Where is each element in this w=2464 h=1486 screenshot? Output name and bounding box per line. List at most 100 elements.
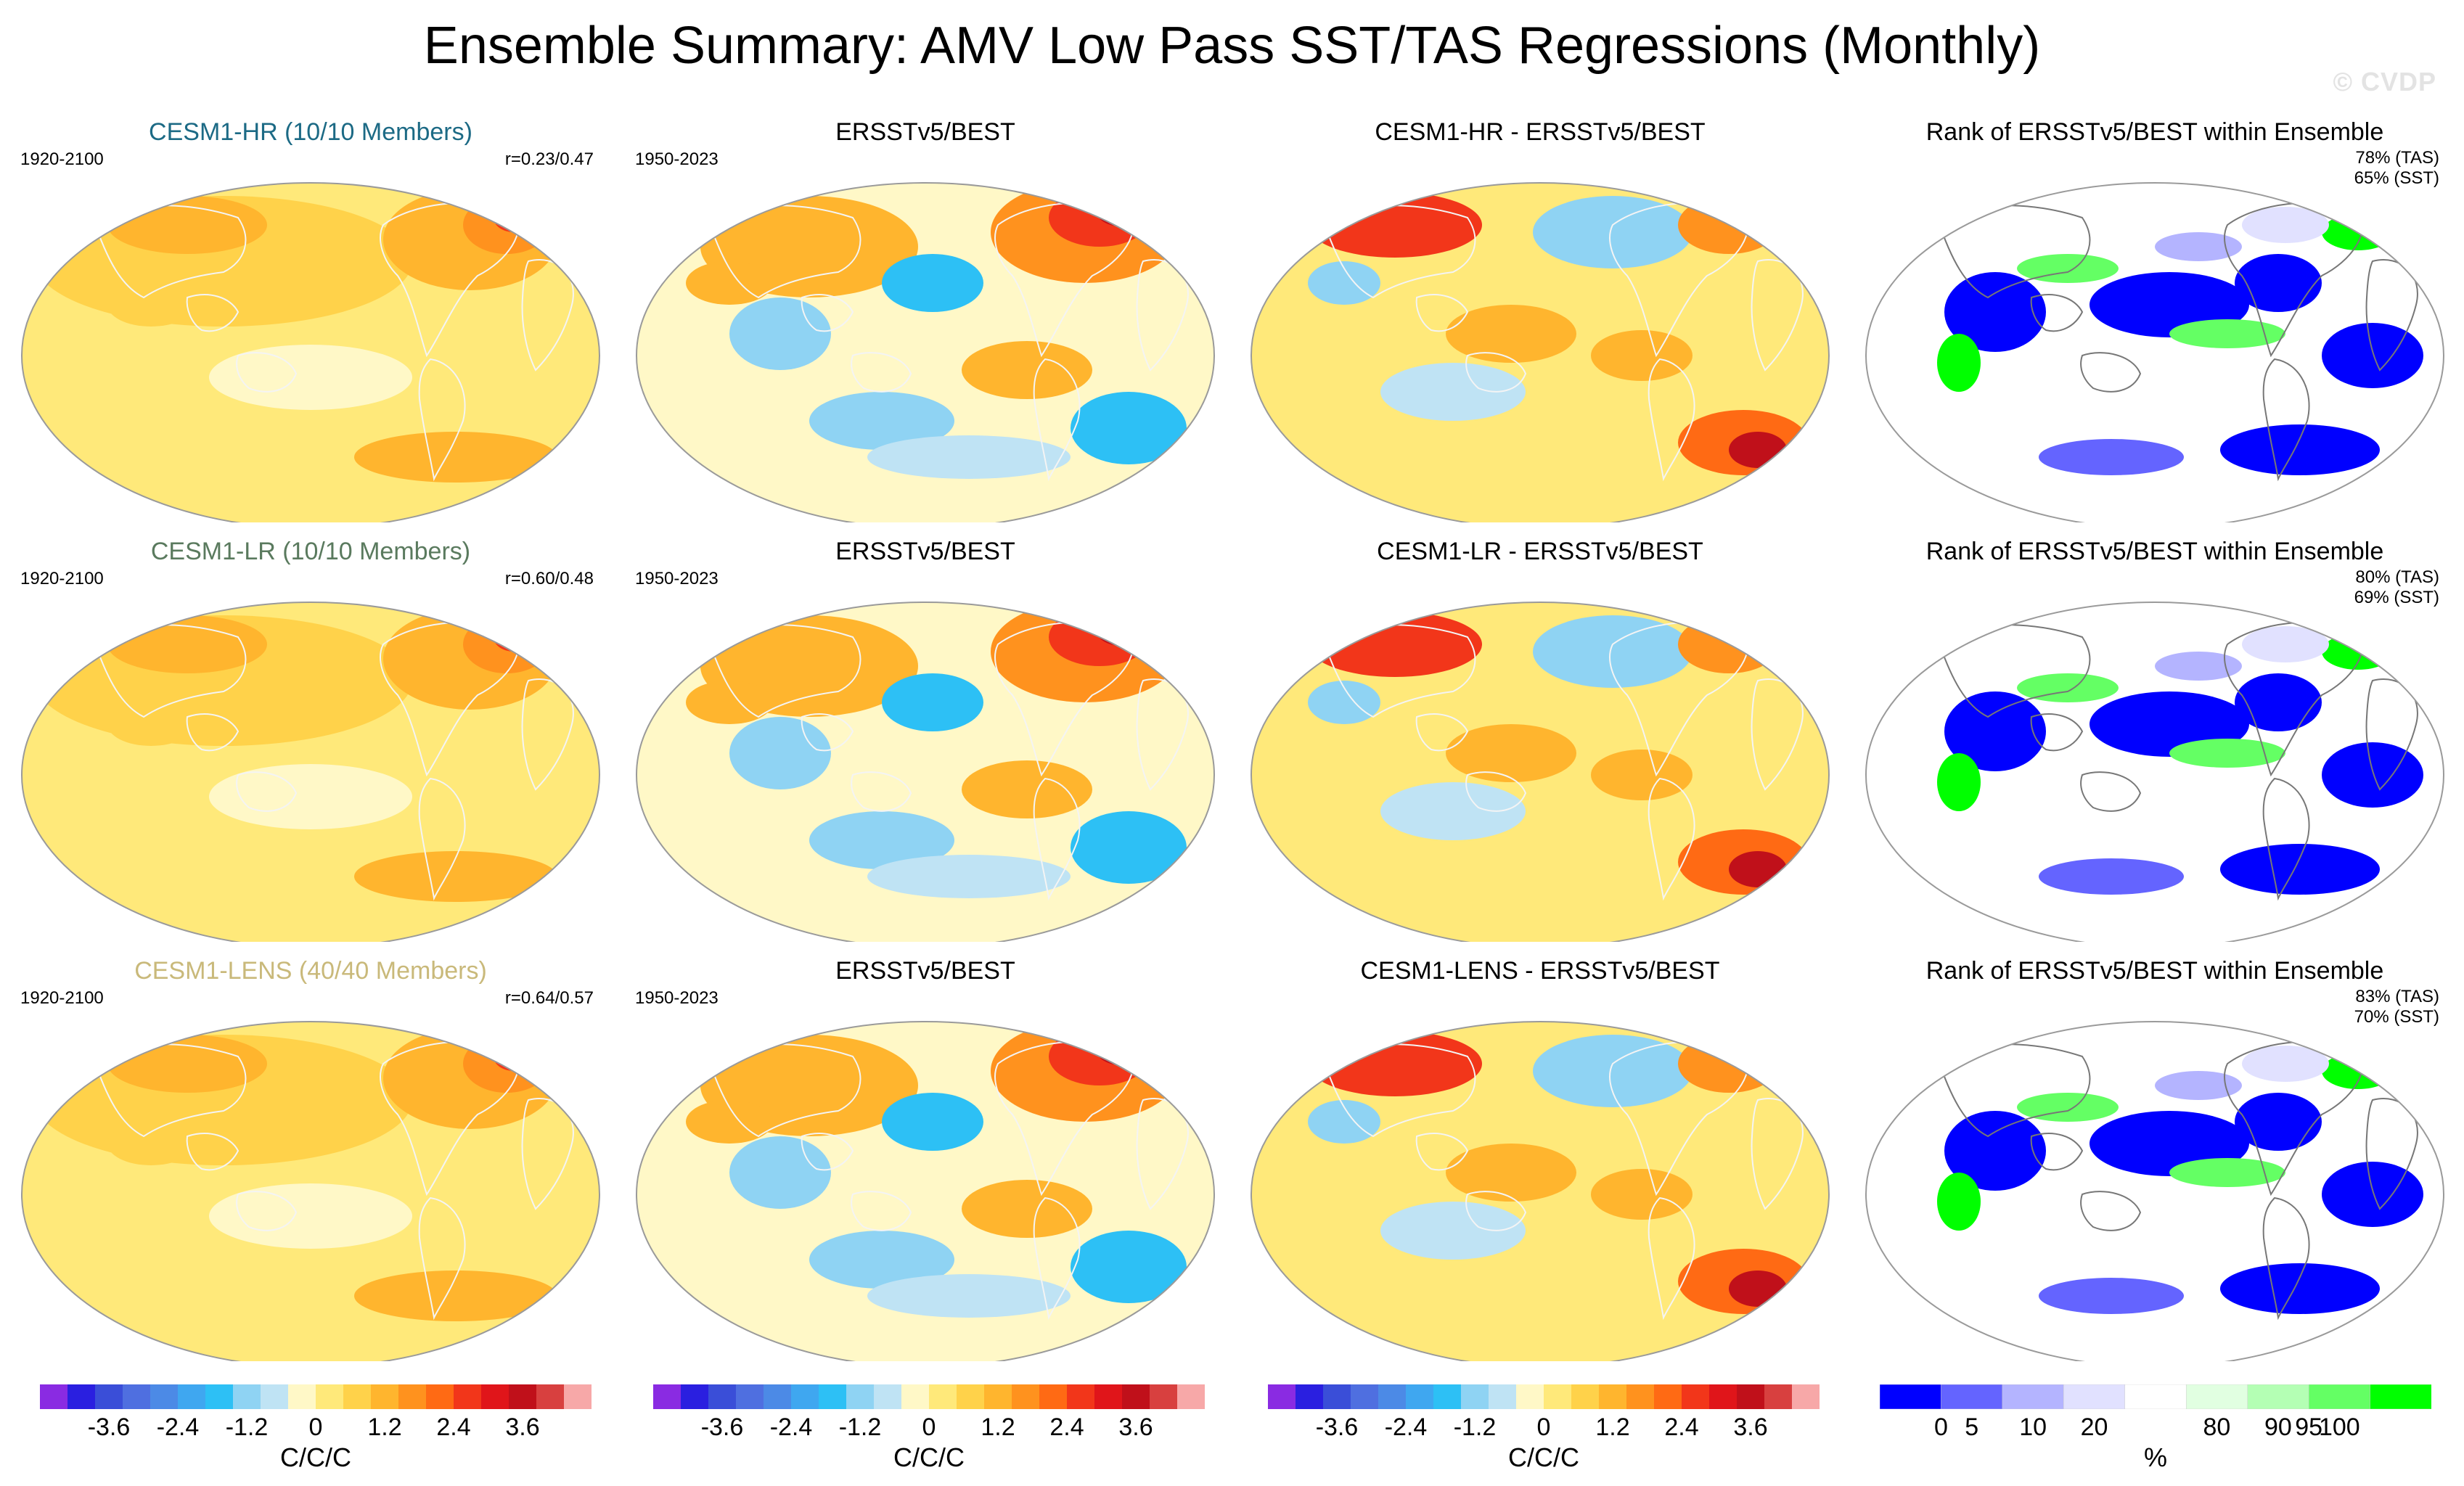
panel-diff-row2: CESM1-LR - ERSSTv5/BEST bbox=[1235, 535, 1845, 942]
colorbar-swatch bbox=[2124, 1384, 2187, 1410]
panel-diff-row1: CESM1-HR - ERSSTv5/BEST bbox=[1235, 116, 1845, 522]
colorbar-swatch bbox=[819, 1384, 847, 1409]
colorbar-swatch bbox=[481, 1384, 509, 1409]
panel-title: ERSSTv5/BEST bbox=[835, 957, 1015, 985]
world-map bbox=[21, 602, 600, 942]
world-map bbox=[636, 602, 1215, 942]
colorbar-tick-label: 90 bbox=[2264, 1413, 2292, 1441]
colorbar-swatch bbox=[233, 1384, 261, 1409]
colorbar-swatch bbox=[681, 1384, 709, 1409]
colorbar-tick-label: -1.2 bbox=[838, 1413, 882, 1441]
colorbar-tick-label: -2.4 bbox=[156, 1413, 200, 1441]
colorbar-swatch bbox=[454, 1384, 482, 1409]
colorbar-diff: -3.6 -2.4 -1.2 0 1.2 2.4 3.6 C/C/C bbox=[1268, 1384, 1820, 1472]
panel-title: Rank of ERSSTv5/BEST within Ensemble bbox=[1925, 118, 2384, 146]
colorbar-swatch bbox=[1150, 1384, 1178, 1409]
panel-model-row2: CESM1-LR (10/10 Members) 1920-2100 r=0.6… bbox=[6, 535, 615, 942]
rank-tas: 83% (TAS) bbox=[2355, 987, 2439, 1006]
colorbar-swatch bbox=[398, 1384, 427, 1409]
colorbar-swatch bbox=[1323, 1384, 1351, 1409]
colorbar-tick-label: 80 bbox=[2203, 1413, 2231, 1441]
rank-sst: 65% (SST) bbox=[2354, 168, 2439, 188]
map-boundary bbox=[1865, 602, 2444, 942]
colorbar-tick-label: 100 bbox=[2318, 1413, 2360, 1441]
world-map bbox=[1865, 182, 2444, 522]
colorbar-swatch bbox=[1682, 1384, 1710, 1409]
panel-title: ERSSTv5/BEST bbox=[835, 118, 1015, 146]
colorbar-tick-label: 1.2 bbox=[981, 1413, 1015, 1441]
colorbar-swatch bbox=[123, 1384, 151, 1409]
colorbar-swatch bbox=[1544, 1384, 1572, 1409]
colorbar-swatch bbox=[764, 1384, 792, 1409]
colorbar-tick-label: 2.4 bbox=[436, 1413, 471, 1441]
colorbar-tick-label: -2.4 bbox=[1384, 1413, 1428, 1441]
colorbar-swatch bbox=[1012, 1384, 1040, 1409]
colorbar-swatch bbox=[1489, 1384, 1517, 1409]
colorbar-swatch bbox=[2370, 1384, 2432, 1410]
colorbar-tick-label: 1.2 bbox=[1595, 1413, 1630, 1441]
colorbar-swatch bbox=[1067, 1384, 1095, 1409]
cvdp-watermark: © CVDP bbox=[2333, 67, 2436, 97]
colorbar-swatch bbox=[2308, 1384, 2371, 1410]
colorbar-tick-label: 0 bbox=[1536, 1413, 1551, 1441]
colorbar-tick-label: -2.4 bbox=[769, 1413, 813, 1441]
colorbar-units: % bbox=[2143, 1442, 2167, 1472]
colorbar-tick-label: 0 bbox=[308, 1413, 323, 1441]
colorbar-swatch bbox=[1351, 1384, 1379, 1409]
colorbar-tick-label: 3.6 bbox=[1118, 1413, 1153, 1441]
panel-rank-row2: Rank of ERSSTv5/BEST within Ensemble 80%… bbox=[1850, 535, 2460, 942]
world-map bbox=[636, 1021, 1215, 1361]
colorbar-tick-label: 1.2 bbox=[367, 1413, 402, 1441]
period-label: 1920-2100 bbox=[20, 569, 104, 588]
pattern-correlation: r=0.23/0.47 bbox=[504, 149, 594, 169]
panel-title: Rank of ERSSTv5/BEST within Ensemble bbox=[1925, 957, 2384, 985]
panel-title: Rank of ERSSTv5/BEST within Ensemble bbox=[1925, 538, 2384, 565]
map-field bbox=[22, 1022, 599, 1361]
world-map bbox=[1251, 182, 1830, 522]
colorbar-tick-label: 3.6 bbox=[505, 1413, 540, 1441]
colorbar-tick-label: 5 bbox=[1965, 1413, 1979, 1441]
world-map bbox=[1251, 602, 1830, 942]
colorbar-swatches bbox=[1268, 1384, 1820, 1409]
colorbar-swatch bbox=[205, 1384, 234, 1409]
colorbar-swatch bbox=[2247, 1384, 2309, 1410]
colorbar-swatch bbox=[343, 1384, 372, 1409]
colorbar-swatch bbox=[957, 1384, 985, 1409]
colorbar-swatch bbox=[1654, 1384, 1682, 1409]
panel-title: CESM1-HR - ERSSTv5/BEST bbox=[1375, 118, 1706, 146]
colorbar-swatch bbox=[736, 1384, 764, 1409]
panel-title: CESM1-LENS - ERSSTv5/BEST bbox=[1360, 957, 1720, 985]
colorbar-swatch bbox=[150, 1384, 179, 1409]
map-field bbox=[1866, 1022, 2444, 1361]
colorbar-obs: -3.6 -2.4 -1.2 0 1.2 2.4 3.6 C/C/C bbox=[653, 1384, 1206, 1472]
period-label: 1920-2100 bbox=[20, 149, 104, 169]
panel-obs-row2: ERSSTv5/BEST 1950-2023 bbox=[621, 535, 1230, 942]
panel-rank-row3: Rank of ERSSTv5/BEST within Ensemble 83%… bbox=[1850, 955, 2460, 1361]
colorbar-swatch bbox=[2063, 1384, 2126, 1410]
colorbar-swatches bbox=[653, 1384, 1206, 1409]
period-label: 1950-2023 bbox=[635, 988, 719, 1008]
panel-rank-row1: Rank of ERSSTv5/BEST within Ensemble 78%… bbox=[1850, 116, 2460, 522]
colorbar-swatch bbox=[261, 1384, 289, 1409]
colorbar-swatch bbox=[316, 1384, 344, 1409]
colorbar-swatch bbox=[288, 1384, 316, 1409]
rank-sst: 69% (SST) bbox=[2354, 588, 2439, 607]
colorbar-swatch bbox=[1406, 1384, 1434, 1409]
colorbar-swatch bbox=[1599, 1384, 1627, 1409]
colorbar-swatch bbox=[1268, 1384, 1296, 1409]
map-boundary bbox=[1865, 182, 2444, 522]
colorbar-swatch bbox=[2185, 1384, 2248, 1410]
colorbar-swatch bbox=[67, 1384, 96, 1409]
rank-tas: 78% (TAS) bbox=[2355, 148, 2439, 168]
colorbar-swatch bbox=[1764, 1384, 1793, 1409]
colorbar-tick-label: 2.4 bbox=[1049, 1413, 1084, 1441]
colorbar-swatch bbox=[1709, 1384, 1738, 1409]
colorbar-swatch bbox=[1177, 1384, 1206, 1409]
world-map bbox=[1251, 1021, 1830, 1361]
colorbar-tick-label: -3.6 bbox=[700, 1413, 744, 1441]
colorbar-swatch bbox=[1378, 1384, 1407, 1409]
colorbar-swatch bbox=[791, 1384, 819, 1409]
colorbar-swatch bbox=[846, 1384, 875, 1409]
map-field bbox=[1251, 602, 1829, 942]
figure-title: Ensemble Summary: AMV Low Pass SST/TAS R… bbox=[423, 17, 2041, 75]
